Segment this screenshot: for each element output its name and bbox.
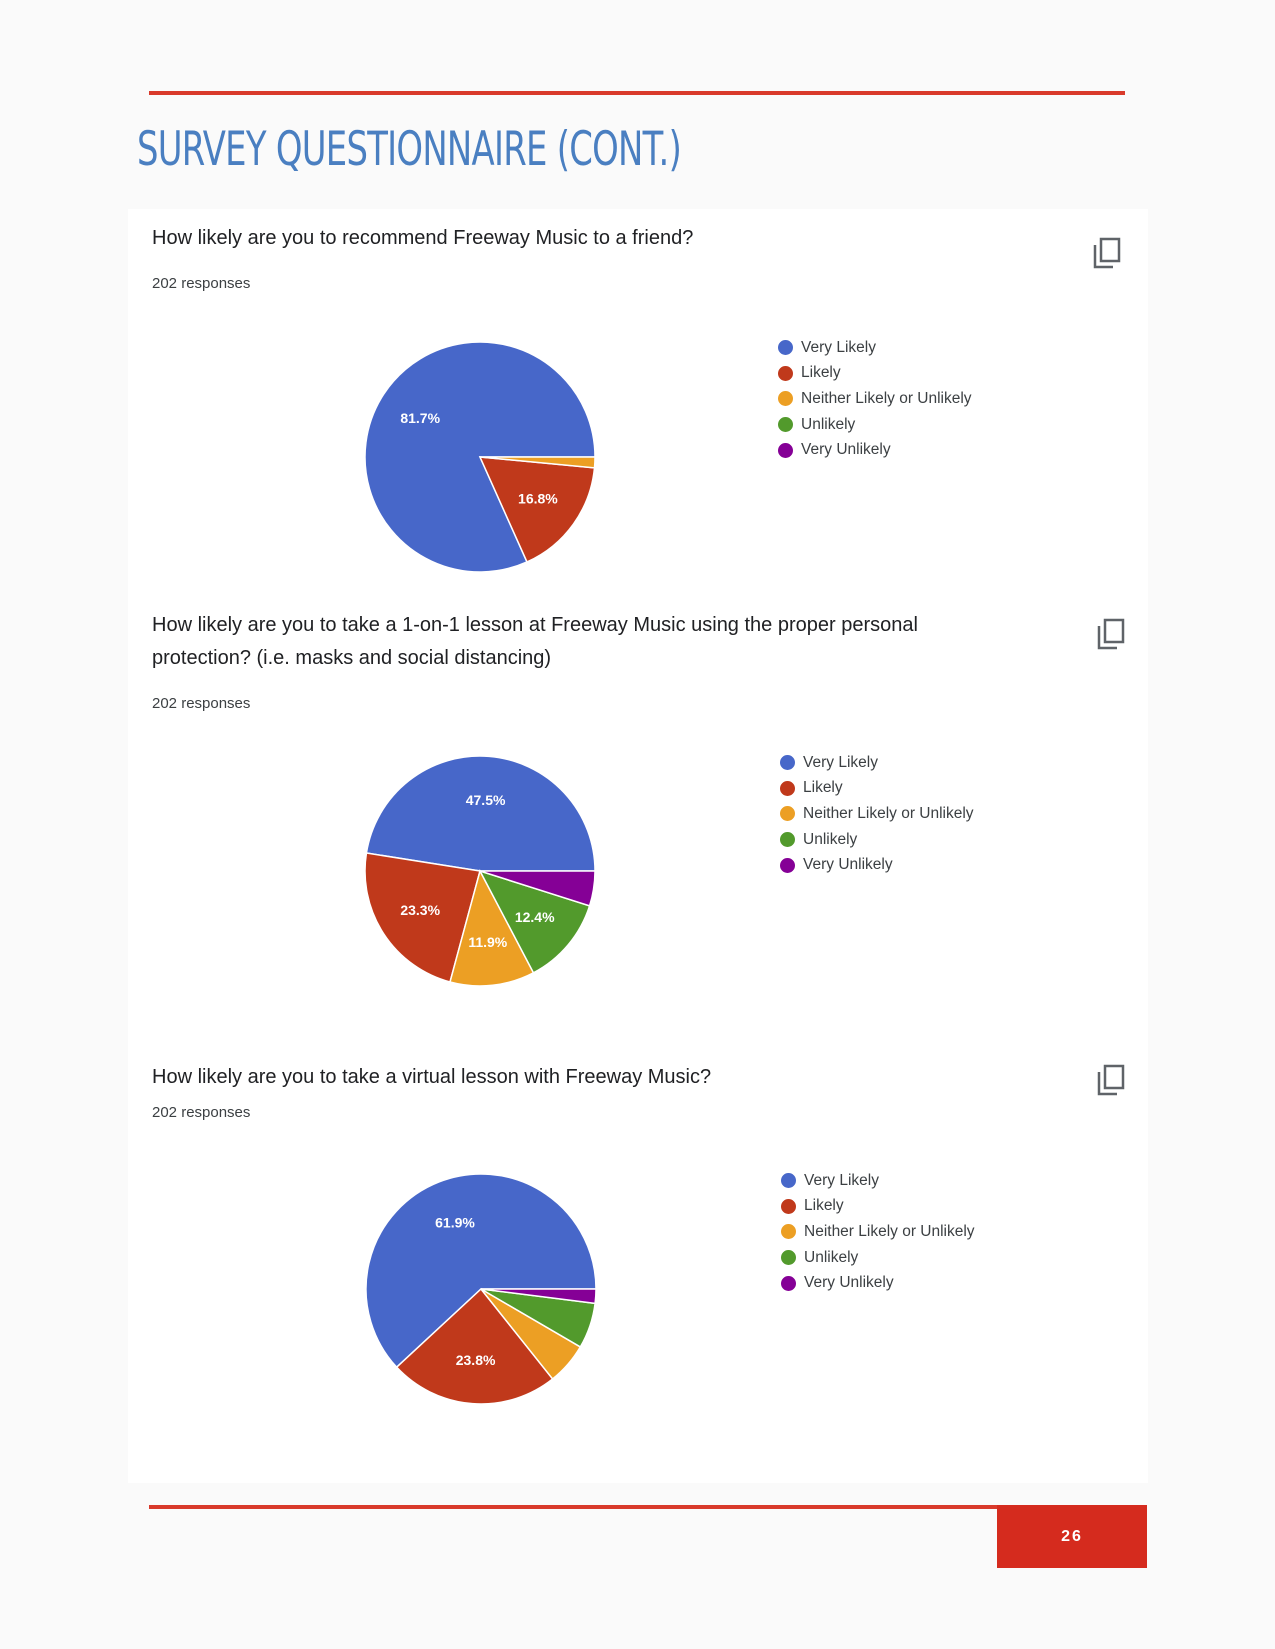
- legend-virtual: Very Likely Likely Neither Likely or Unlik…: [781, 1168, 975, 1296]
- legend-item-neither-likely-or-unlikely[interactable]: Neither Likely or Unlikely: [778, 386, 972, 412]
- data-label-neither-likely-or-unlikely: 11.9%: [468, 934, 507, 950]
- response-count: 202 responses: [152, 695, 251, 712]
- response-count: 202 responses: [152, 1104, 251, 1121]
- top-divider: [149, 91, 1125, 95]
- legend-label: Neither Likely or Unlikely: [801, 389, 972, 407]
- legend-recommend: Very Likely Likely Neither Likely or Unlik…: [778, 335, 972, 463]
- chart-section-recommend: How likely are you to recommend Freeway …: [128, 209, 1148, 594]
- legend-item-very-unlikely[interactable]: Very Unlikely: [778, 437, 972, 463]
- copy-icon[interactable]: [1096, 1064, 1126, 1096]
- legend-label: Neither Likely or Unlikely: [803, 804, 974, 822]
- pie-slice-likely: [478, 456, 596, 563]
- pie-slice-very-likely: [365, 755, 596, 872]
- pie-slice-likely: [364, 852, 481, 983]
- legend-swatch: [780, 780, 795, 796]
- question-title: How likely are you to take a virtual les…: [152, 1066, 712, 1088]
- legend-label: Very Likely: [804, 1171, 879, 1189]
- data-label-unlikely: 12.4%: [515, 909, 555, 925]
- legend-swatch: [780, 755, 795, 771]
- legend-swatch: [780, 806, 795, 822]
- pie-slice-neither-likely-or-unlikely: [449, 868, 535, 987]
- chart-section-1on1: How likely are you to take a 1-on-1 less…: [128, 609, 1148, 1029]
- pie-slice-very-likely: [365, 1173, 597, 1369]
- pie-slice-unlikely: [478, 869, 591, 974]
- legend-1on1: Very Likely Likely Neither Likely or Unlik…: [780, 750, 974, 878]
- legend-item-likely[interactable]: Likely: [780, 776, 974, 802]
- data-label-likely: 23.8%: [456, 1352, 496, 1368]
- charts-card: How likely are you to recommend Freeway …: [128, 209, 1148, 1483]
- legend-item-likely[interactable]: Likely: [778, 361, 972, 387]
- pie-chart-1on1: 47.5% 23.3% 11.9% 12.4%: [364, 755, 596, 987]
- page-number: 26: [997, 1505, 1147, 1568]
- legend-item-very-likely[interactable]: Very Likely: [778, 335, 972, 361]
- question-title: How likely are you to recommend Freeway …: [152, 227, 694, 249]
- legend-item-very-likely[interactable]: Very Likely: [781, 1168, 975, 1194]
- legend-item-unlikely[interactable]: Unlikely: [781, 1245, 975, 1271]
- legend-swatch: [780, 832, 795, 848]
- legend-item-likely[interactable]: Likely: [781, 1194, 975, 1220]
- data-label-very-likely: 81.7%: [400, 410, 440, 426]
- legend-label: Unlikely: [801, 415, 856, 433]
- legend-swatch: [778, 417, 793, 433]
- legend-swatch: [781, 1173, 796, 1189]
- question-title: How likely are you to take a 1-on-1 less…: [152, 614, 918, 669]
- data-label-likely: 16.8%: [518, 491, 558, 507]
- legend-swatch: [781, 1224, 796, 1240]
- legend-label: Unlikely: [804, 1248, 859, 1266]
- legend-label: Likely: [801, 364, 841, 382]
- bottom-divider: [149, 1505, 999, 1509]
- pie-slice-neither-likely-or-unlikely: [479, 456, 596, 469]
- data-label-very-likely: 61.9%: [435, 1215, 475, 1231]
- legend-label: Likely: [804, 1197, 844, 1215]
- legend-label: Very Unlikely: [801, 441, 891, 459]
- pie-chart-virtual: 61.9% 23.8%: [365, 1173, 597, 1405]
- data-label-likely: 23.3%: [400, 902, 440, 918]
- legend-label: Likely: [803, 779, 843, 797]
- legend-item-unlikely[interactable]: Unlikely: [778, 412, 972, 438]
- legend-item-neither-likely-or-unlikely[interactable]: Neither Likely or Unlikely: [781, 1219, 975, 1245]
- legend-swatch: [778, 391, 793, 407]
- pie-slice-very-unlikely: [480, 1288, 597, 1305]
- chart-section-virtual: How likely are you to take a virtual les…: [128, 1061, 1148, 1481]
- legend-swatch: [781, 1250, 796, 1266]
- pie-slice-very-unlikely: [479, 870, 596, 907]
- legend-item-very-unlikely[interactable]: Very Unlikely: [781, 1270, 975, 1296]
- legend-swatch: [778, 442, 793, 458]
- legend-swatch: [778, 365, 793, 381]
- legend-item-unlikely[interactable]: Unlikely: [780, 827, 974, 853]
- legend-label: Very Unlikely: [803, 856, 893, 874]
- legend-swatch: [781, 1198, 796, 1214]
- page-title: SURVEY QUESTIONNAIRE (CONT.): [137, 122, 682, 177]
- legend-label: Very Unlikely: [804, 1274, 894, 1292]
- copy-icon[interactable]: [1096, 618, 1126, 650]
- legend-item-very-likely[interactable]: Very Likely: [780, 750, 974, 776]
- legend-swatch: [780, 857, 795, 873]
- legend-label: Very Likely: [801, 338, 876, 356]
- pie-chart-recommend: 81.7% 16.8%: [364, 341, 596, 573]
- legend-swatch: [781, 1275, 796, 1291]
- legend-label: Very Likely: [803, 753, 878, 771]
- copy-icon[interactable]: [1092, 237, 1122, 269]
- legend-label: Neither Likely or Unlikely: [804, 1222, 975, 1240]
- data-label-very-likely: 47.5%: [466, 792, 506, 808]
- response-count: 202 responses: [152, 275, 251, 292]
- pie-slice-likely: [395, 1287, 554, 1405]
- legend-swatch: [778, 340, 793, 356]
- legend-item-neither-likely-or-unlikely[interactable]: Neither Likely or Unlikely: [780, 801, 974, 827]
- legend-item-very-unlikely[interactable]: Very Unlikely: [780, 852, 974, 878]
- legend-label: Unlikely: [803, 830, 858, 848]
